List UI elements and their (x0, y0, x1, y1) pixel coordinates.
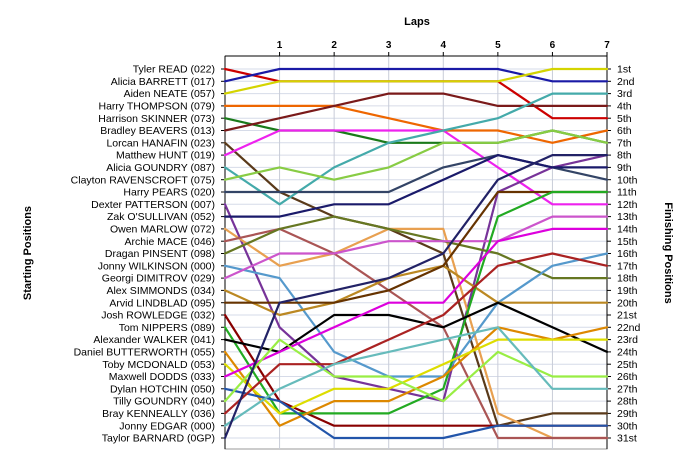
starting-position-label: Harry PEARS (020) (123, 187, 215, 199)
series-line (223, 154, 609, 403)
starting-position-label: Clayton RAVENSCROFT (075) (71, 174, 215, 186)
starting-position-label: Dexter PATTERSON (007) (91, 199, 215, 211)
series-line (223, 67, 609, 95)
starting-position-label: Harrison SKINNER (073) (98, 113, 215, 125)
finishing-position-label: 27th (617, 383, 638, 395)
finishing-position-label: 6th (617, 125, 632, 137)
starting-position-label: Alicia GOUNDRY (087) (106, 162, 215, 174)
finishing-position-label: 8th (617, 150, 632, 162)
starting-position-label: Harry THOMPSON (079) (99, 101, 216, 113)
finishing-position-label: 31st (617, 433, 637, 445)
finishing-position-label: 18th (617, 273, 638, 285)
finishing-position-label: 4th (617, 101, 632, 113)
series-line (223, 104, 609, 144)
starting-position-label: Tom NIPPERS (089) (119, 322, 215, 334)
starting-position-label: Alicia BARRETT (017) (111, 76, 215, 88)
finishing-position-label: 14th (617, 224, 638, 236)
starting-position-label: Alexander WALKER (041) (93, 334, 215, 346)
lap-tick-label: 4 (441, 40, 447, 51)
starting-position-label: Toby MCDONALD (053) (102, 359, 215, 371)
series-lines (223, 67, 609, 440)
series-line (223, 227, 609, 440)
series-line (223, 215, 609, 280)
series-line (223, 190, 609, 304)
series-line (223, 190, 609, 415)
starting-position-label: Taylor BARNARD (0GP) (102, 433, 215, 445)
finishing-position-label: 24th (617, 347, 638, 359)
starting-position-label: Jonny WILKINSON (000) (98, 260, 215, 272)
series-line (223, 338, 609, 403)
series-line (223, 129, 609, 206)
starting-position-label: Dragan PINSENT (098) (105, 248, 215, 260)
lap-tick-label: 5 (495, 40, 501, 51)
finishing-position-label: 26th (617, 371, 638, 383)
finishing-position-label: 7th (617, 137, 632, 149)
starting-position-label: Matthew HUNT (019) (116, 150, 215, 162)
series-line (223, 227, 609, 378)
starting-position-label: Tyler READ (022) (133, 64, 215, 76)
finishing-position-label: 5th (617, 113, 632, 125)
finishing-position-label: 25th (617, 359, 638, 371)
series-line (223, 129, 609, 181)
starting-position-label: Bray KENNEALLY (036) (102, 408, 215, 420)
finishing-position-label: 20th (617, 297, 638, 309)
starting-position-label: Jonny EDGAR (000) (119, 420, 215, 432)
starting-position-label: Aiden NEATE (057) (124, 88, 215, 100)
finishing-position-label: 21st (617, 310, 637, 322)
finishing-position-label: 30th (617, 420, 638, 432)
starting-position-label: Arvid LINDBLAD (095) (109, 297, 215, 309)
finishing-position-label: 13th (617, 211, 638, 223)
starting-position-label: Lorcan HANAFIN (023) (106, 137, 215, 149)
starting-position-label: Alex SIMMONDS (034) (106, 285, 215, 297)
finishing-position-label: 15th (617, 236, 638, 248)
series-line (223, 154, 609, 218)
series-line (223, 252, 609, 415)
finishing-position-label: 22nd (617, 322, 641, 334)
finishing-position-label: 11th (617, 187, 637, 199)
lap-tick-label: 2 (331, 40, 337, 51)
finishing-position-label: 19th (617, 285, 638, 297)
starting-position-label: Maxwell DODDS (033) (109, 371, 215, 383)
chart-title: Laps (404, 16, 430, 28)
finishing-position-label: 1st (617, 64, 631, 76)
lap-tick-label: 6 (550, 40, 556, 51)
finishing-position-label: 29th (617, 408, 638, 420)
lap-tick-label: 3 (386, 40, 392, 51)
series-line (223, 326, 609, 427)
starting-position-label: Owen MARLOW (072) (110, 224, 215, 236)
starting-position-label: Josh ROWLEDGE (032) (101, 310, 215, 322)
lap-tick-label: 1 (277, 40, 283, 51)
series-line (223, 92, 609, 206)
starting-position-label: Tilly GOUNDRY (040) (113, 396, 215, 408)
series-line (223, 67, 609, 83)
series-line (223, 154, 609, 440)
y-axis-left-title: Starting Positions (22, 206, 34, 300)
finishing-position-label: 10th (617, 174, 638, 186)
starting-position-label: Daniel BUTTERWORTH (055) (74, 347, 215, 359)
finishing-position-label: 16th (617, 248, 638, 260)
y-axis-right-title: Finishing Positions (662, 202, 674, 303)
series-line (223, 227, 609, 440)
finishing-position-label: 28th (617, 396, 638, 408)
finishing-position-label: 17th (617, 260, 638, 272)
series-line (223, 264, 609, 317)
lap-tick-label: 7 (604, 40, 610, 51)
finishing-position-label: 23rd (617, 334, 638, 346)
starting-position-label: Zak O'SULLIVAN (052) (107, 211, 215, 223)
series-line (223, 92, 609, 132)
series-line (223, 387, 609, 440)
finishing-position-label: 3rd (617, 88, 632, 100)
finishing-position-label: 9th (617, 162, 632, 174)
starting-position-label: Archie MACE (046) (125, 236, 215, 248)
starting-position-label: Georgi DIMITROV (029) (102, 273, 215, 285)
labels: 1 2 3 4 5 6 7 Tyler READ (022)Alicia BARRETT (0… (71, 40, 641, 445)
series-line (223, 215, 609, 280)
series-line (223, 338, 609, 415)
starting-position-label: Dylan HOTCHIN (050) (110, 383, 215, 395)
finishing-position-label: 2nd (617, 76, 635, 88)
finishing-position-label: 12th (617, 199, 638, 211)
starting-position-label: Bradley BEAVERS (013) (100, 125, 215, 137)
